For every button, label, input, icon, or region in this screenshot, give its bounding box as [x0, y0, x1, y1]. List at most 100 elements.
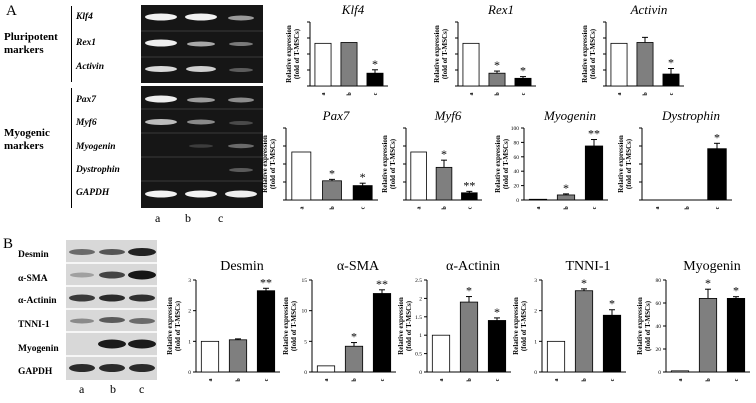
category-label: b: [643, 92, 649, 96]
y-tick-label: 10: [302, 309, 308, 315]
y-axis-label-line2: (fold of T-MSCs): [502, 138, 510, 189]
chart-title: Pax7: [322, 108, 350, 123]
gel-label-pax7: Pax7: [76, 95, 97, 105]
y-axis-label-line1: Relative expression: [636, 297, 644, 355]
blot-lane-a: a: [79, 382, 85, 396]
gel-label-activin: Activin: [76, 62, 104, 72]
bar-c: [487, 320, 507, 373]
significance-mark: *: [351, 330, 357, 344]
y-axis-label: Relative expression(fold of T-MSCs): [617, 135, 633, 193]
y-axis-label: Relative expression(fold of T-MSCs): [261, 135, 277, 193]
significance-mark: *: [520, 64, 526, 78]
chart-title: α-Actinin: [446, 259, 500, 274]
y-tick-label: 2: [534, 309, 537, 315]
significance-mark: *: [705, 276, 711, 290]
category-label: a: [536, 207, 542, 210]
bar-a: [610, 42, 628, 87]
bar-b: [459, 301, 479, 373]
y-tick-label: 3: [534, 278, 537, 284]
chart-dystrophin: Relative expression(fold of T-MSCs) Dystr…: [617, 108, 732, 210]
category-label: b: [564, 206, 570, 210]
bar-c: [584, 145, 604, 201]
y-tick-label: 1: [534, 339, 537, 345]
y-axis-label-line1: Relative expression: [581, 25, 589, 83]
bar-b: [344, 345, 364, 373]
chart-title: Activin: [630, 2, 668, 17]
bar-c: [707, 148, 727, 201]
bar-c: [352, 185, 373, 201]
blot-label-asma: α-SMA: [18, 274, 48, 284]
category-label: b: [352, 378, 358, 382]
y-tick-label: 20: [656, 347, 662, 353]
bar-c: [461, 192, 478, 201]
bar-b: [340, 42, 358, 87]
y-tick-label: 0: [534, 370, 537, 376]
y-tick-label: 0: [658, 370, 661, 376]
chart-title: Myogenin: [683, 259, 741, 274]
y-tick-label: 40: [514, 169, 520, 175]
bar-a: [316, 365, 336, 373]
category-label: b: [706, 378, 712, 382]
chart-myogenin_b: 0 20 40 60 80 Relative expression(fold of T-M…: [636, 259, 750, 382]
category-label: b: [442, 206, 448, 210]
bar-b: [574, 290, 594, 373]
y-axis-label: Relative expression(fold of T-MSCs): [433, 25, 449, 83]
category-label: c: [361, 206, 367, 209]
chart-title: Myf6: [434, 108, 462, 123]
y-axis-label-line1: Relative expression: [166, 297, 174, 355]
y-axis-label-line1: Relative expression: [433, 25, 441, 83]
chart-asma: 0 5 10 15 Relative expression(fold of T-MSCs…: [282, 259, 396, 382]
category-label: c: [610, 378, 616, 381]
y-tick-label: 1.5: [415, 315, 422, 321]
y-axis-label-line2: (fold of T-MSCs): [625, 138, 633, 189]
y-tick-label: 0: [419, 370, 422, 376]
significance-mark: *: [441, 147, 447, 161]
y-axis-label-line2: (fold of T-MSCs): [290, 300, 298, 351]
gel-label-myf6: Myf6: [76, 118, 97, 128]
y-axis-label-line2: (fold of T-MSCs): [589, 28, 597, 79]
significance-mark: *: [494, 305, 500, 319]
category-label: b: [347, 92, 353, 96]
category-label: c: [380, 378, 386, 381]
gel-lane-c: c: [218, 211, 224, 225]
y-tick-label: 40: [656, 324, 662, 330]
y-tick-label: 15: [302, 278, 308, 284]
category-label: a: [554, 379, 560, 382]
gel-lane-b: b: [185, 211, 191, 225]
y-tick-label: 2: [188, 309, 191, 315]
gel-bands: [141, 13, 263, 198]
category-label: a: [617, 93, 623, 96]
y-tick-label: 5: [304, 339, 307, 345]
bar-b: [556, 194, 576, 201]
bar-c: [256, 290, 276, 373]
y-axis-label-line1: Relative expression: [494, 135, 502, 193]
bar-a: [528, 198, 548, 201]
chart-activin: Relative expression(fold of T-MSCs) Activ…: [581, 2, 684, 96]
category-label: c: [495, 378, 501, 381]
y-axis-label-line1: Relative expression: [282, 297, 290, 355]
y-axis-label-line1: Relative expression: [381, 135, 389, 193]
significance-mark: *: [581, 276, 587, 290]
pluripotent-group-label: Pluripotent markers: [4, 31, 58, 57]
category-label: b: [582, 378, 588, 382]
category-label: a: [208, 379, 214, 382]
bar-a: [546, 340, 566, 373]
gel-label-gapdh: GAPDH: [76, 188, 110, 198]
pluripotent-label-line2: markers: [4, 44, 44, 56]
chart-desmin: 0 1 2 3 Relative expression(fold of T-MSCs) D…: [166, 259, 280, 382]
category-label: a: [324, 379, 330, 382]
y-axis-label: Relative expression(fold of T-MSCs): [282, 297, 298, 355]
bar-b: [698, 297, 718, 373]
chart-title: Dystrophin: [661, 108, 720, 123]
significance-mark: *: [733, 284, 739, 298]
chart-rex1: Relative expression(fold of T-MSCs) Rex1 a…: [433, 2, 536, 96]
y-tick-label: 0: [516, 198, 519, 204]
category-label: a: [417, 207, 423, 210]
significance-mark: *: [609, 297, 615, 311]
myogenic-group-label: Myogenic markers: [4, 127, 50, 153]
y-axis-label-line1: Relative expression: [512, 297, 520, 355]
y-axis-label-line1: Relative expression: [261, 135, 269, 193]
chart-title: Desmin: [220, 259, 264, 274]
y-tick-label: 60: [514, 155, 520, 161]
